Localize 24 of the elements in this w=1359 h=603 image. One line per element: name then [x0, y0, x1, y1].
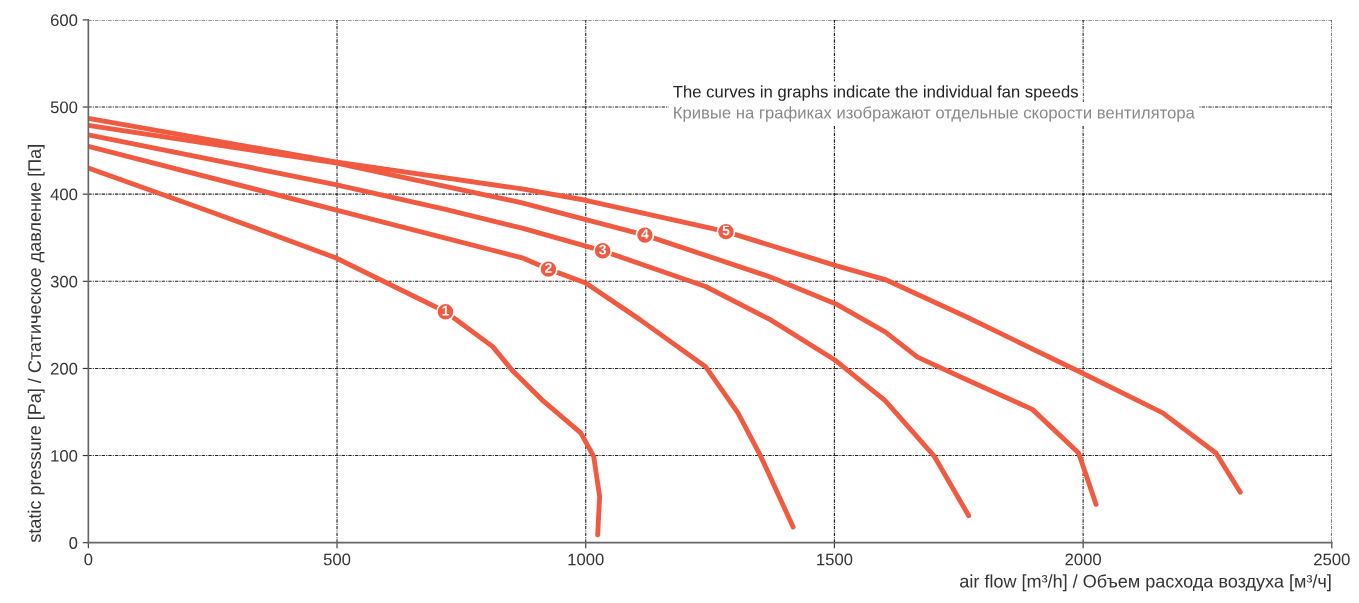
annotation: 3	[599, 244, 606, 255]
annotation: 4	[641, 229, 649, 239]
annotation: Кривые на графиках изображают отдельные скорости вентилятора	[674, 106, 1195, 122]
line-series	[88, 132, 972, 519]
y-tick-label: 500	[50, 101, 78, 114]
y-tick-label: 100	[51, 449, 78, 462]
y-axis-title: static pressure [Pa] / Статическое давление [Па]	[27, 145, 45, 543]
annotation: 5	[722, 225, 730, 236]
x-axis-title: air flow [m³/h] / Объем расхода воздуха [м³/ч]	[960, 574, 1331, 592]
annotation: 1	[442, 305, 449, 316]
y-tick-label: 400	[50, 188, 78, 201]
x-tick-label: 500	[323, 553, 351, 566]
y-tick-label: 200	[50, 362, 78, 375]
annotation: The curves in graphs indicate the individual fan speeds	[673, 85, 1078, 101]
x-tick-label: 2000	[1065, 553, 1102, 566]
x-tick-label: 1500	[817, 553, 853, 566]
annotation: 2	[545, 262, 552, 273]
y-tick-label: 600	[50, 14, 78, 27]
x-tick-label: 2500	[1314, 553, 1350, 566]
line-series	[88, 143, 796, 530]
x-tick-label: 1000	[568, 553, 604, 566]
x-tick-label: 0	[84, 553, 93, 566]
y-tick-label: 300	[50, 275, 78, 288]
y-tick-label: 0	[69, 537, 78, 549]
